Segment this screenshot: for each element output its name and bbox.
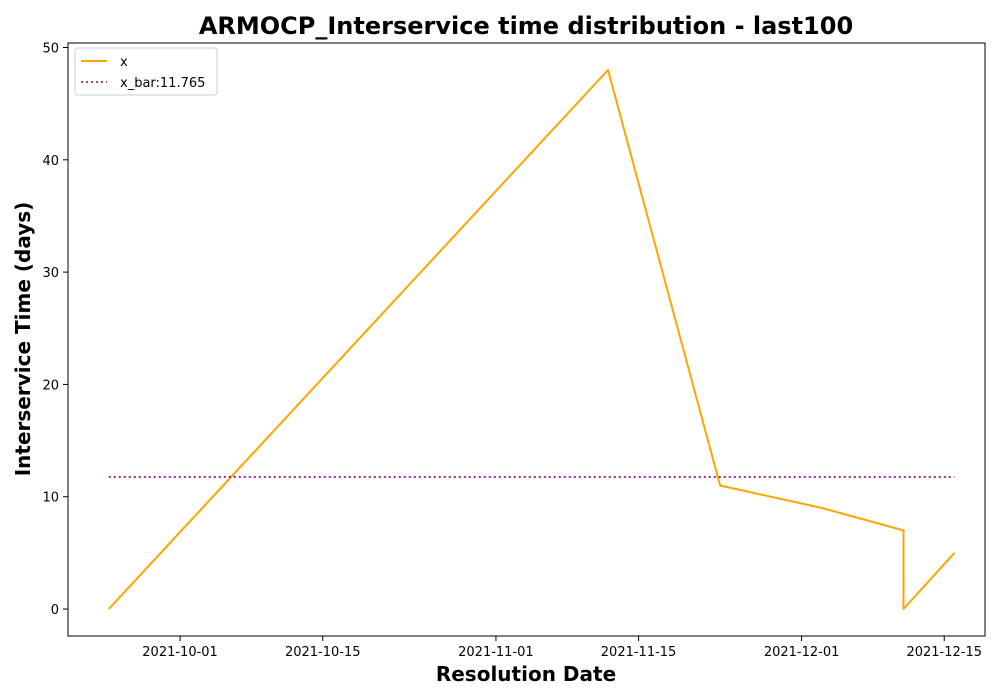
x-tick-label: 2021-12-01: [764, 645, 840, 660]
x-tick-label: 2021-11-01: [458, 645, 534, 660]
y-tick-label: 50: [42, 41, 59, 56]
y-tick-label: 0: [51, 603, 59, 618]
y-tick-label: 40: [42, 154, 59, 169]
x-axis-label: Resolution Date: [436, 662, 616, 686]
chart-title: ARMOCP_Interservice time distribution - …: [199, 12, 853, 40]
x-tick-label: 2021-11-15: [601, 645, 677, 660]
y-tick-label: 30: [42, 266, 59, 281]
plot-area: 2021-10-01 2021-10-15 2021-11-01 2021-11-15…: [42, 41, 986, 660]
y-tick-label: 20: [42, 378, 59, 393]
series-line-0: [108, 69, 956, 610]
y-axis-label: Interservice Time (days): [11, 202, 35, 477]
y-tick-label: 10: [42, 491, 59, 506]
x-tick-label: 2021-12-15: [906, 645, 982, 660]
legend-box: [74, 47, 218, 96]
x-tick-label: 2021-10-01: [142, 645, 218, 660]
plot-frame: [67, 42, 986, 637]
x-tick-label: 2021-10-15: [285, 645, 361, 660]
legend-label-1: x_bar:11.765: [120, 76, 205, 91]
legend-label-0: x: [120, 55, 128, 70]
